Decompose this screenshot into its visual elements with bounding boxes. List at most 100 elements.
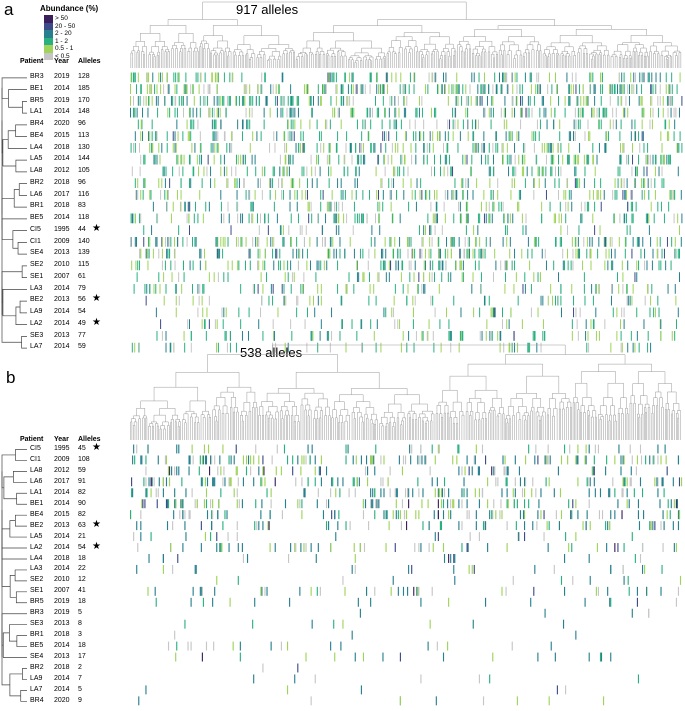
heatmap-cell bbox=[470, 166, 472, 177]
heatmap-cell bbox=[391, 154, 393, 165]
heatmap-cell bbox=[614, 178, 616, 188]
heatmap-cell bbox=[329, 201, 331, 212]
heatmap-cell bbox=[504, 455, 506, 465]
heatmap-cell bbox=[220, 466, 222, 476]
dendrogram-branch bbox=[507, 50, 512, 55]
heatmap-cell bbox=[674, 284, 676, 294]
heatmap-cell bbox=[475, 510, 477, 520]
heatmap-cell bbox=[545, 154, 547, 165]
dendrogram-branch bbox=[353, 418, 356, 423]
dendrogram-branch bbox=[271, 51, 280, 57]
heatmap-cell bbox=[178, 272, 180, 282]
heatmap-cell bbox=[503, 119, 505, 130]
heatmap-cell bbox=[499, 510, 501, 520]
heatmap-cell bbox=[630, 477, 632, 487]
heatmap-cell bbox=[584, 455, 586, 465]
heatmap-cell bbox=[418, 510, 420, 520]
heatmap-cell bbox=[598, 143, 600, 153]
heatmap-cell bbox=[448, 319, 450, 329]
heatmap-cell bbox=[577, 107, 579, 118]
heatmap-cell bbox=[326, 154, 328, 165]
heatmap-cell bbox=[164, 455, 167, 465]
heatmap-cell bbox=[560, 225, 562, 235]
dendrogram-branch bbox=[393, 53, 397, 55]
heatmap-cell bbox=[407, 284, 409, 294]
row-year: 2007 bbox=[54, 272, 70, 280]
heatmap-cell bbox=[503, 213, 505, 224]
heatmap-cell bbox=[497, 331, 499, 341]
heatmap-cell bbox=[382, 131, 384, 141]
heatmap-cell bbox=[619, 319, 621, 329]
heatmap-cell bbox=[398, 107, 400, 118]
heatmap-cell bbox=[486, 96, 488, 106]
row-patient: BR1 bbox=[30, 202, 44, 210]
heatmap-cell bbox=[412, 248, 414, 259]
dendrogram-branch bbox=[228, 51, 232, 56]
heatmap-cell bbox=[622, 284, 624, 294]
dendrogram-branch bbox=[562, 54, 565, 57]
dendrogram-branch bbox=[655, 391, 662, 398]
heatmap-cell bbox=[322, 510, 325, 520]
row-dendrogram-branch bbox=[21, 336, 27, 349]
heatmap-cell bbox=[338, 107, 340, 118]
dendrogram-branch bbox=[436, 405, 442, 414]
dendrogram-branch bbox=[418, 416, 421, 424]
heatmap-cell bbox=[242, 477, 244, 487]
heatmap-cell bbox=[134, 131, 136, 141]
heatmap-cell bbox=[384, 166, 386, 177]
heatmap-cell bbox=[488, 143, 490, 153]
heatmap-cell bbox=[619, 131, 621, 141]
heatmap-cell bbox=[504, 284, 506, 294]
heatmap-cell bbox=[317, 213, 319, 224]
heatmap-cell bbox=[450, 554, 452, 563]
heatmap-cell bbox=[198, 466, 200, 476]
heatmap-cell bbox=[594, 166, 596, 177]
heatmap-cell bbox=[297, 107, 299, 118]
dendrogram-branch bbox=[374, 419, 378, 425]
heatmap-cell bbox=[205, 455, 208, 465]
row-year: 2014 bbox=[54, 214, 70, 221]
row-alleles: 54 bbox=[78, 308, 86, 315]
legend-item: 1 - 2 bbox=[44, 37, 98, 45]
heatmap-cell bbox=[367, 107, 369, 118]
heatmap-cell bbox=[466, 154, 468, 165]
heatmap-cell bbox=[384, 107, 386, 118]
heatmap-cell bbox=[463, 477, 465, 487]
heatmap-cell bbox=[492, 107, 494, 118]
heatmap-cell bbox=[220, 119, 222, 130]
heatmap-cell bbox=[657, 96, 659, 106]
heatmap-cell bbox=[608, 488, 610, 498]
dendrogram-branch bbox=[136, 52, 139, 56]
row-dendrogram-branch bbox=[3, 476, 17, 500]
heatmap-cell bbox=[650, 201, 652, 212]
heatmap-cell bbox=[450, 342, 452, 353]
heatmap-cell bbox=[385, 143, 387, 153]
heatmap-cell bbox=[199, 260, 201, 271]
dendrogram-branch bbox=[621, 413, 624, 418]
dendrogram-branch bbox=[559, 401, 564, 409]
heatmap-cell bbox=[281, 178, 283, 188]
heatmap-cell bbox=[356, 119, 358, 130]
heatmap-cell bbox=[216, 543, 218, 552]
heatmap-cell bbox=[674, 190, 676, 200]
dendrogram-branch bbox=[565, 407, 569, 413]
heatmap-cell bbox=[654, 154, 656, 165]
row-year: 2012 bbox=[54, 167, 70, 174]
heatmap-cell bbox=[519, 477, 522, 487]
heatmap-cell bbox=[521, 213, 523, 224]
heatmap-cell bbox=[423, 143, 425, 153]
heatmap-cell bbox=[343, 154, 345, 165]
heatmap-cell bbox=[421, 107, 423, 118]
heatmap-cell bbox=[443, 554, 446, 563]
row-year: 2014 bbox=[54, 343, 70, 351]
dendrogram-branch bbox=[159, 408, 176, 416]
row-patient: BE1 bbox=[30, 499, 44, 507]
heatmap-cell bbox=[435, 72, 437, 83]
heatmap-cell bbox=[287, 166, 289, 177]
heatmap-cell bbox=[675, 107, 677, 118]
heatmap-cell bbox=[593, 466, 595, 476]
heatmap-cell bbox=[593, 84, 595, 94]
heatmap-cell bbox=[575, 499, 577, 509]
heatmap-cell bbox=[303, 237, 305, 247]
heatmap-cell bbox=[345, 284, 347, 294]
